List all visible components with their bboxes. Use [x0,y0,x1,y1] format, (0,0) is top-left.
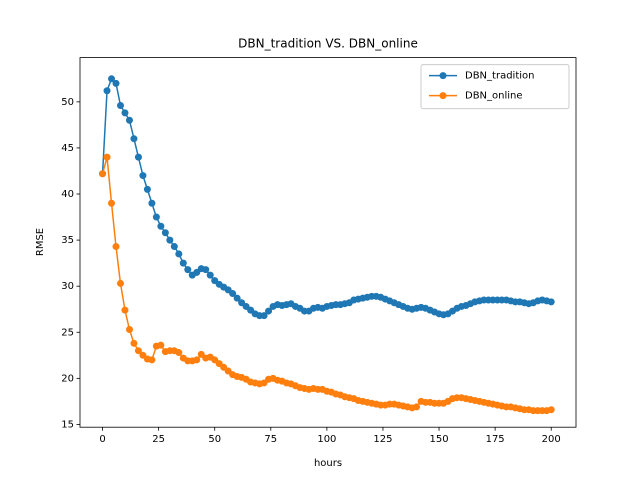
plot-frame [79,57,577,428]
x-tick-label: 200 [542,434,561,445]
series-line [101,156,552,412]
marker [179,259,187,267]
marker [229,290,237,298]
marker [148,199,156,207]
marker [112,243,120,251]
marker [121,109,129,117]
marker [413,403,421,411]
marker [139,172,147,180]
marker [206,271,214,279]
x-tick-label: 0 [99,434,105,445]
marker [134,347,142,355]
x-tick-label: 125 [373,434,392,445]
marker [175,349,183,357]
marker [152,213,160,221]
marker [99,170,107,178]
y-tick-label: 40 [61,189,74,200]
marker [121,306,129,314]
marker [125,116,133,124]
legend-label: DBN_online [465,91,523,102]
marker [170,243,178,251]
y-tick-label: 30 [61,281,74,292]
x-tick-label: 75 [264,434,277,445]
marker [157,341,165,349]
marker [193,356,201,364]
chart-title: DBN_tradition VS. DBN_online [238,37,418,51]
marker [166,236,174,244]
x-tick-label: 175 [486,434,505,445]
marker [202,266,210,274]
legend-marker [439,92,447,100]
y-tick-label: 15 [61,419,74,430]
marker [184,266,192,274]
x-tick-label: 100 [317,434,336,445]
legend-label: DBN_tradition [465,71,534,82]
marker [157,222,165,230]
x-axis-label: hours [314,458,342,469]
x-tick-label: 50 [208,434,221,445]
marker [134,153,142,161]
y-axis-label: RMSE [35,228,46,256]
x-tick-label: 25 [152,434,165,445]
x-tick-label: 150 [429,434,448,445]
legend-marker [439,72,447,80]
marker [103,153,111,161]
marker [125,326,133,334]
marker [143,185,151,193]
marker [161,229,169,237]
marker [108,75,116,83]
marker [116,102,124,110]
marker [265,307,273,315]
marker [103,87,111,95]
marker [547,406,555,414]
marker [130,135,138,143]
legend-box [420,64,570,110]
marker [175,250,183,258]
series-line [101,77,552,317]
marker [233,294,241,302]
marker [260,312,268,320]
marker [148,356,156,364]
y-tick-label: 45 [61,143,74,154]
marker [116,279,124,287]
y-tick-label: 20 [61,373,74,384]
legend: DBN_tradition DBN_online [420,64,570,110]
marker [547,298,555,306]
marker [108,199,116,207]
y-tick-label: 35 [61,235,74,246]
marker [112,79,120,87]
y-tick-label: 50 [61,97,74,108]
y-tick-label: 25 [61,327,74,338]
marker [130,339,138,347]
